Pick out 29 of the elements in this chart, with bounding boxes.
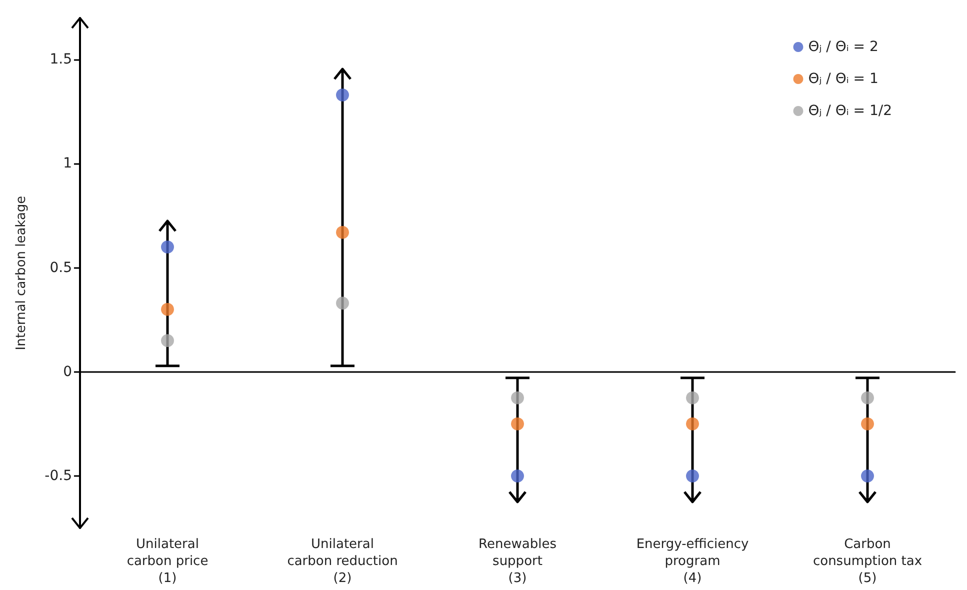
point <box>336 296 349 310</box>
y-axis-title: Internal carbon leakage <box>14 196 29 350</box>
point <box>686 391 699 404</box>
point <box>686 469 699 482</box>
point <box>511 417 524 430</box>
point <box>511 469 524 482</box>
y-tick-label: 0 <box>63 364 72 380</box>
point <box>861 391 874 404</box>
x-tick-label: Renewables support (3) <box>478 537 557 586</box>
y-tick-label: -0.5 <box>44 468 72 484</box>
legend-label: Θⱼ / Θᵢ = 1/2 <box>808 103 892 119</box>
legend-label: Θⱼ / Θᵢ = 1 <box>808 71 878 87</box>
y-tick-label: 0.5 <box>50 260 72 276</box>
legend-label: Θⱼ / Θᵢ = 2 <box>808 39 878 55</box>
point <box>161 334 174 348</box>
x-tick-label: Carbon consumption tax (5) <box>812 537 922 586</box>
point <box>861 469 874 482</box>
point <box>336 88 349 102</box>
x-tick-label: Unilateral carbon price (1) <box>126 537 208 586</box>
point <box>861 417 874 430</box>
y-tick-label: 1 <box>63 156 72 172</box>
point <box>161 240 174 254</box>
point <box>511 391 524 404</box>
point <box>686 417 699 430</box>
x-tick-label: Unilateral carbon reduction (2) <box>287 537 398 586</box>
point <box>161 302 174 316</box>
y-tick-label: 1.5 <box>50 52 72 68</box>
point <box>336 226 349 239</box>
x-tick-label: Energy-efficiency program (4) <box>636 537 749 586</box>
